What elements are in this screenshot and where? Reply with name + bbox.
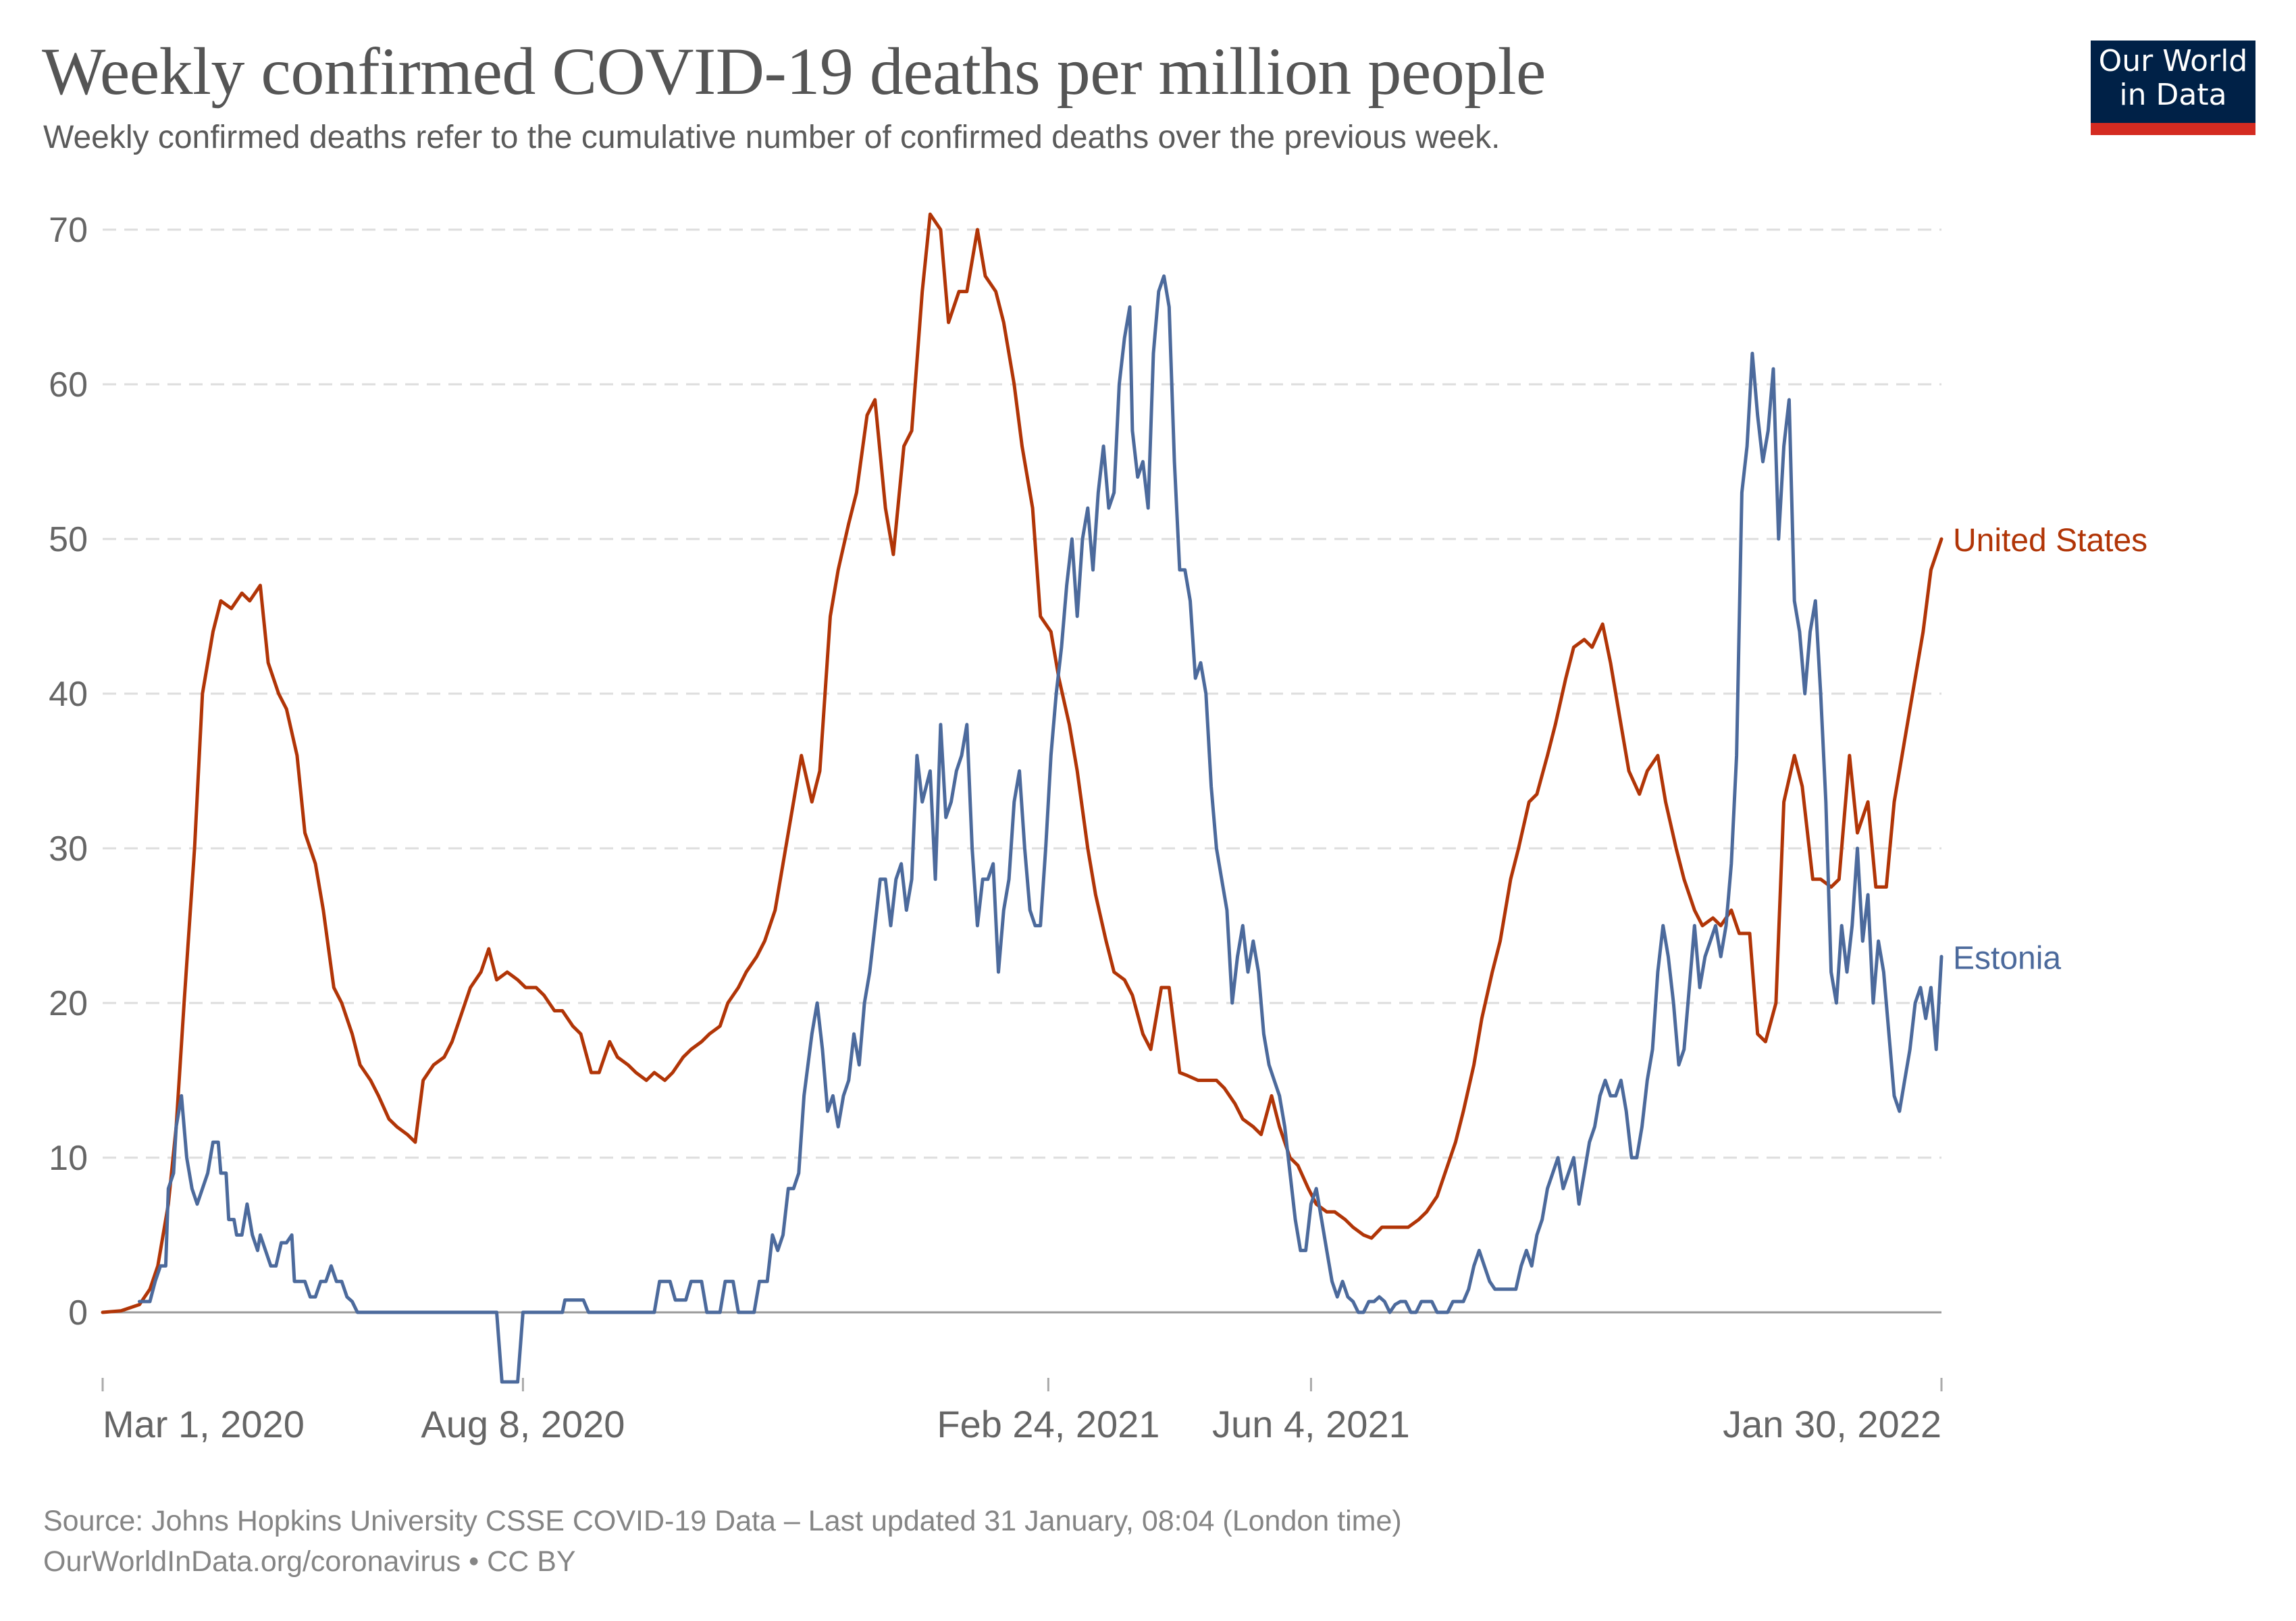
x-tick-label: Mar 1, 2020	[103, 1403, 305, 1445]
y-tick-label: 10	[49, 1139, 88, 1178]
logo-text: Our World in Data	[2091, 45, 2255, 112]
owid-logo[interactable]: Our World in Data	[2091, 41, 2255, 135]
x-tick-label: Feb 24, 2021	[937, 1403, 1159, 1445]
legend: United States Estonia	[1953, 523, 2147, 976]
y-axis-labels: 0 10 20 30 40 50 60 70	[49, 211, 88, 1333]
license-link[interactable]: OurWorldInData.org/coronavirus • CC BY	[43, 1545, 576, 1578]
logo-line-2: in Data	[2119, 78, 2227, 112]
x-tick-label: Aug 8, 2020	[421, 1403, 625, 1445]
y-tick-label: 60	[49, 365, 88, 405]
chart-subtitle: Weekly confirmed deaths refer to the cum…	[43, 120, 1501, 155]
series-line-estonia[interactable]	[138, 274, 1943, 1384]
series-line-united-states[interactable]	[101, 212, 1943, 1314]
source-note: Source: Johns Hopkins University CSSE CO…	[43, 1505, 1402, 1537]
legend-label-united-states[interactable]: United States	[1953, 523, 2147, 559]
y-tick-label: 0	[68, 1293, 88, 1333]
y-tick-label: 40	[49, 675, 88, 714]
legend-label-estonia[interactable]: Estonia	[1953, 940, 2061, 976]
x-tick-label: Jan 30, 2022	[1723, 1403, 1941, 1445]
gridlines	[103, 228, 1941, 1314]
y-tick-label: 20	[49, 984, 88, 1023]
y-tick-label: 30	[49, 829, 88, 869]
chart-title: Weekly confirmed COVID-19 deaths per mil…	[42, 34, 1546, 109]
y-tick-label: 70	[49, 211, 88, 250]
logo-accent-bar	[2091, 123, 2255, 135]
x-axis: Mar 1, 2020 Aug 8, 2020 Feb 24, 2021 Jun 4,…	[101, 1378, 1943, 1445]
y-tick-label: 50	[49, 520, 88, 559]
x-tick-label: Jun 4, 2021	[1212, 1403, 1410, 1445]
series-lines	[101, 212, 1943, 1384]
logo-line-1: Our World	[2098, 44, 2248, 78]
